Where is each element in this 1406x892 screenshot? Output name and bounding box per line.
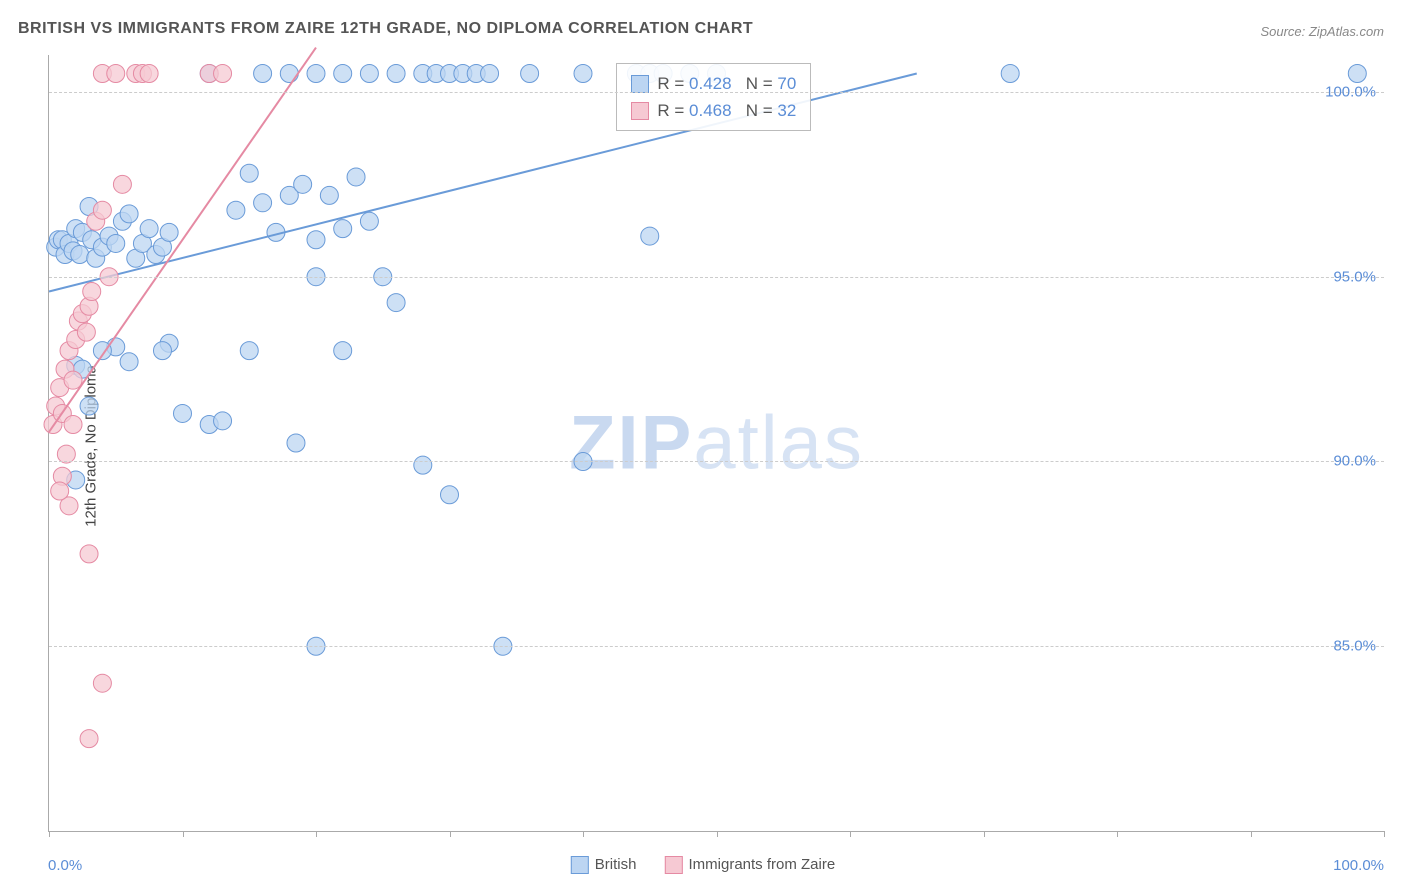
data-point — [254, 194, 272, 212]
data-point — [80, 397, 98, 415]
x-tick — [850, 831, 851, 837]
data-point — [77, 323, 95, 341]
data-point — [80, 730, 98, 748]
data-point — [1001, 64, 1019, 82]
data-point — [140, 64, 158, 82]
stats-n-value: 70 — [777, 74, 796, 93]
grid-line — [49, 277, 1384, 278]
data-point — [214, 64, 232, 82]
data-point — [240, 342, 258, 360]
data-point — [107, 234, 125, 252]
legend-label: British — [595, 856, 637, 873]
legend-swatch — [664, 856, 682, 874]
x-tick — [984, 831, 985, 837]
chart-title: BRITISH VS IMMIGRANTS FROM ZAIRE 12TH GR… — [18, 20, 753, 38]
x-tick — [316, 831, 317, 837]
stats-row: R = 0.468 N = 32 — [631, 97, 796, 124]
data-point — [347, 168, 365, 186]
chart-canvas — [49, 55, 1384, 831]
grid-line — [49, 461, 1384, 462]
x-tick — [183, 831, 184, 837]
y-tick-label: 85.0% — [1333, 638, 1376, 655]
stats-r-value: 0.428 — [689, 74, 732, 93]
data-point — [360, 212, 378, 230]
stats-n-label: N = — [732, 74, 778, 93]
data-point — [574, 64, 592, 82]
data-point — [240, 164, 258, 182]
x-tick — [1117, 831, 1118, 837]
data-point — [294, 175, 312, 193]
source-label: Source: ZipAtlas.com — [1260, 24, 1384, 39]
stats-r-value: 0.468 — [689, 101, 732, 120]
data-point — [83, 282, 101, 300]
stats-box: R = 0.428 N = 70 R = 0.468 N = 32 — [616, 63, 811, 131]
data-point — [93, 674, 111, 692]
data-point — [80, 545, 98, 563]
legend-item: British — [571, 856, 637, 874]
y-tick-label: 100.0% — [1325, 83, 1376, 100]
data-point — [140, 220, 158, 238]
grid-line — [49, 92, 1384, 93]
legend-item: Immigrants from Zaire — [664, 856, 835, 874]
data-point — [113, 175, 131, 193]
y-tick-label: 95.0% — [1333, 268, 1376, 285]
data-point — [387, 294, 405, 312]
data-point — [51, 482, 69, 500]
x-tick — [450, 831, 451, 837]
data-point — [71, 246, 89, 264]
stats-r-label: R = — [657, 74, 689, 93]
data-point — [1348, 64, 1366, 82]
data-point — [254, 64, 272, 82]
data-point — [153, 342, 171, 360]
data-point — [107, 64, 125, 82]
data-point — [120, 205, 138, 223]
data-point — [307, 231, 325, 249]
data-point — [441, 486, 459, 504]
y-tick-label: 90.0% — [1333, 453, 1376, 470]
data-point — [160, 223, 178, 241]
x-axis-min-label: 0.0% — [48, 857, 82, 874]
data-point — [334, 342, 352, 360]
data-point — [481, 64, 499, 82]
data-point — [334, 220, 352, 238]
data-point — [521, 64, 539, 82]
data-point — [287, 434, 305, 452]
x-tick — [717, 831, 718, 837]
stats-swatch — [631, 75, 649, 93]
data-point — [641, 227, 659, 245]
data-point — [64, 416, 82, 434]
x-tick — [1384, 831, 1385, 837]
data-point — [360, 64, 378, 82]
x-tick — [49, 831, 50, 837]
x-axis-max-label: 100.0% — [1333, 857, 1384, 874]
data-point — [227, 201, 245, 219]
plot-area: ZIPatlas R = 0.428 N = 70R = 0.468 N = 3… — [48, 55, 1384, 832]
data-point — [93, 201, 111, 219]
data-point — [334, 64, 352, 82]
data-point — [414, 456, 432, 474]
data-point — [174, 404, 192, 422]
legend-label: Immigrants from Zaire — [688, 856, 835, 873]
x-tick — [583, 831, 584, 837]
data-point — [307, 64, 325, 82]
legend: British Immigrants from Zaire — [571, 856, 835, 874]
stats-swatch — [631, 102, 649, 120]
x-tick — [1251, 831, 1252, 837]
data-point — [120, 353, 138, 371]
data-point — [320, 186, 338, 204]
data-point — [280, 64, 298, 82]
stats-n-label: N = — [732, 101, 778, 120]
data-point — [64, 371, 82, 389]
grid-line — [49, 646, 1384, 647]
data-point — [57, 445, 75, 463]
data-point — [214, 412, 232, 430]
stats-r-label: R = — [657, 101, 689, 120]
legend-swatch — [571, 856, 589, 874]
data-point — [387, 64, 405, 82]
stats-n-value: 32 — [777, 101, 796, 120]
